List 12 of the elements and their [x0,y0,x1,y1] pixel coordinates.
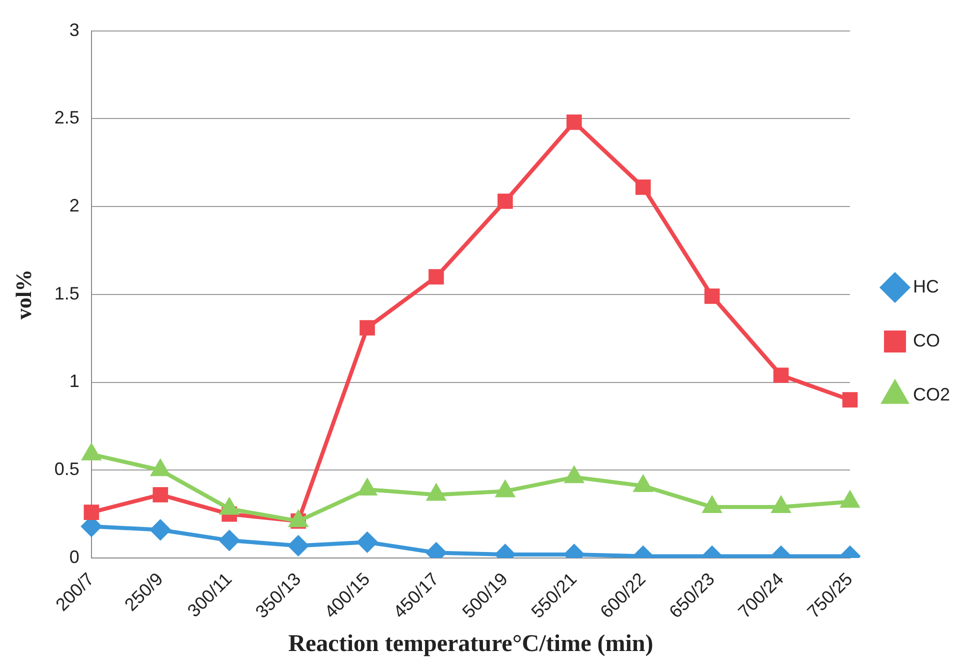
legend-label: HC [912,276,939,296]
y-tick-label: 1.5 [54,283,80,304]
y-tick-label: 0 [69,546,80,567]
legend-label: CO2 [912,384,950,404]
y-tick-label: 0.5 [54,459,80,480]
y-tick-label: 2.5 [54,108,80,128]
y-axis-title: vol% [10,269,36,320]
y-tick-label: 2 [69,196,80,216]
x-axis-title: Reaction temperature°C/time (min) [288,630,654,657]
legend-label: CO [912,330,940,350]
y-tick-label: 1 [69,371,80,392]
y-tick-label: 3 [69,20,80,40]
